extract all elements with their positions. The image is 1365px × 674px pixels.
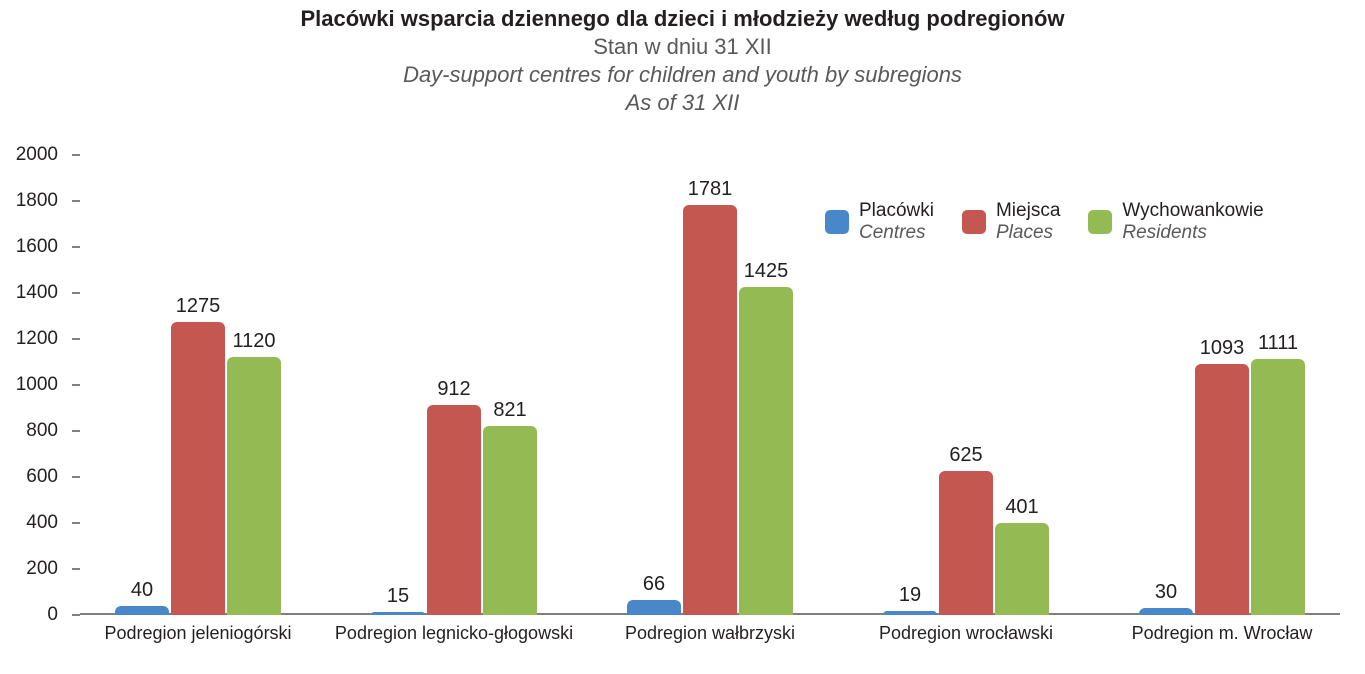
category-label: Podregion m. Wrocław	[1082, 623, 1362, 644]
y-tick-label: 1000	[16, 374, 58, 396]
bar: 401	[995, 523, 1049, 615]
bar: 15	[371, 612, 425, 615]
y-tick-label: 800	[26, 420, 58, 442]
y-tick-mark	[72, 614, 80, 616]
category-label: Podregion jeleniogórski	[58, 623, 338, 644]
legend-sub-label: Centres	[859, 222, 934, 244]
y-tick-mark	[72, 522, 80, 524]
bar: 625	[939, 471, 993, 615]
bar: 1781	[683, 205, 737, 615]
bar-value-label: 15	[371, 585, 425, 608]
legend: PlacówkiCentres MiejscaPlaces Wychowankowi…	[825, 200, 1264, 244]
legend-label: WychowankowieResidents	[1122, 200, 1263, 244]
bar-value-label: 1425	[739, 260, 793, 283]
title-line-3: Day-support centres for children and you…	[0, 62, 1365, 88]
bar-value-label: 19	[883, 584, 937, 607]
category-label: Podregion wrocławski	[826, 623, 1106, 644]
bar: 1093	[1195, 364, 1249, 615]
bar-value-label: 625	[939, 444, 993, 467]
legend-top-label: Wychowankowie	[1122, 200, 1263, 222]
y-tick-label: 1800	[16, 190, 58, 212]
y-tick-mark	[72, 246, 80, 248]
title-line-4: As of 31 XII	[0, 90, 1365, 116]
y-tick-mark	[72, 338, 80, 340]
title-line-2: Stan w dniu 31 XII	[0, 34, 1365, 60]
bar-value-label: 912	[427, 378, 481, 401]
y-tick-mark	[72, 430, 80, 432]
bar: 821	[483, 426, 537, 615]
legend-sub-label: Places	[996, 222, 1060, 244]
legend-item: WychowankowieResidents	[1088, 200, 1263, 244]
bar-value-label: 1781	[683, 178, 737, 201]
y-tick-label: 1200	[16, 328, 58, 350]
legend-item: MiejscaPlaces	[962, 200, 1060, 244]
legend-item: PlacówkiCentres	[825, 200, 934, 244]
legend-swatch	[1088, 210, 1112, 234]
legend-label: PlacówkiCentres	[859, 200, 934, 244]
y-tick-label: 2000	[16, 144, 58, 166]
legend-top-label: Placówki	[859, 200, 934, 222]
y-tick-label: 0	[47, 604, 58, 626]
bar-value-label: 401	[995, 496, 1049, 519]
bar-value-label: 1093	[1195, 337, 1249, 360]
bar-value-label: 1111	[1251, 332, 1305, 355]
bar: 30	[1139, 608, 1193, 615]
category-label: Podregion legnicko-głogowski	[314, 623, 594, 644]
bar: 1425	[739, 287, 793, 615]
bar: 66	[627, 600, 681, 615]
y-tick-mark	[72, 384, 80, 386]
category-label: Podregion wałbrzyski	[570, 623, 850, 644]
bar-value-label: 66	[627, 573, 681, 596]
y-tick-label: 1600	[16, 236, 58, 258]
bar: 1111	[1251, 359, 1305, 615]
bar: 40	[115, 606, 169, 615]
bar-value-label: 40	[115, 579, 169, 602]
y-tick-mark	[72, 476, 80, 478]
y-tick-label: 600	[26, 466, 58, 488]
y-tick-mark	[72, 568, 80, 570]
bar: 912	[427, 405, 481, 615]
y-tick-label: 400	[26, 512, 58, 534]
y-tick-mark	[72, 154, 80, 156]
bar-value-label: 821	[483, 399, 537, 422]
y-tick-label: 1400	[16, 282, 58, 304]
bar-value-label: 1120	[227, 330, 281, 353]
legend-swatch	[825, 210, 849, 234]
bar: 1275	[171, 322, 225, 615]
legend-swatch	[962, 210, 986, 234]
y-tick-mark	[72, 292, 80, 294]
y-tick-mark	[72, 200, 80, 202]
chart-container: Placówki wsparcia dziennego dla dzieci i…	[0, 0, 1365, 674]
title-line-1: Placówki wsparcia dziennego dla dzieci i…	[0, 6, 1365, 32]
bar: 19	[883, 611, 937, 615]
legend-label: MiejscaPlaces	[996, 200, 1060, 244]
bar-value-label: 30	[1139, 581, 1193, 604]
bar: 1120	[227, 357, 281, 615]
legend-sub-label: Residents	[1122, 222, 1263, 244]
bar-value-label: 1275	[171, 295, 225, 318]
legend-top-label: Miejsca	[996, 200, 1060, 222]
y-tick-label: 200	[26, 558, 58, 580]
